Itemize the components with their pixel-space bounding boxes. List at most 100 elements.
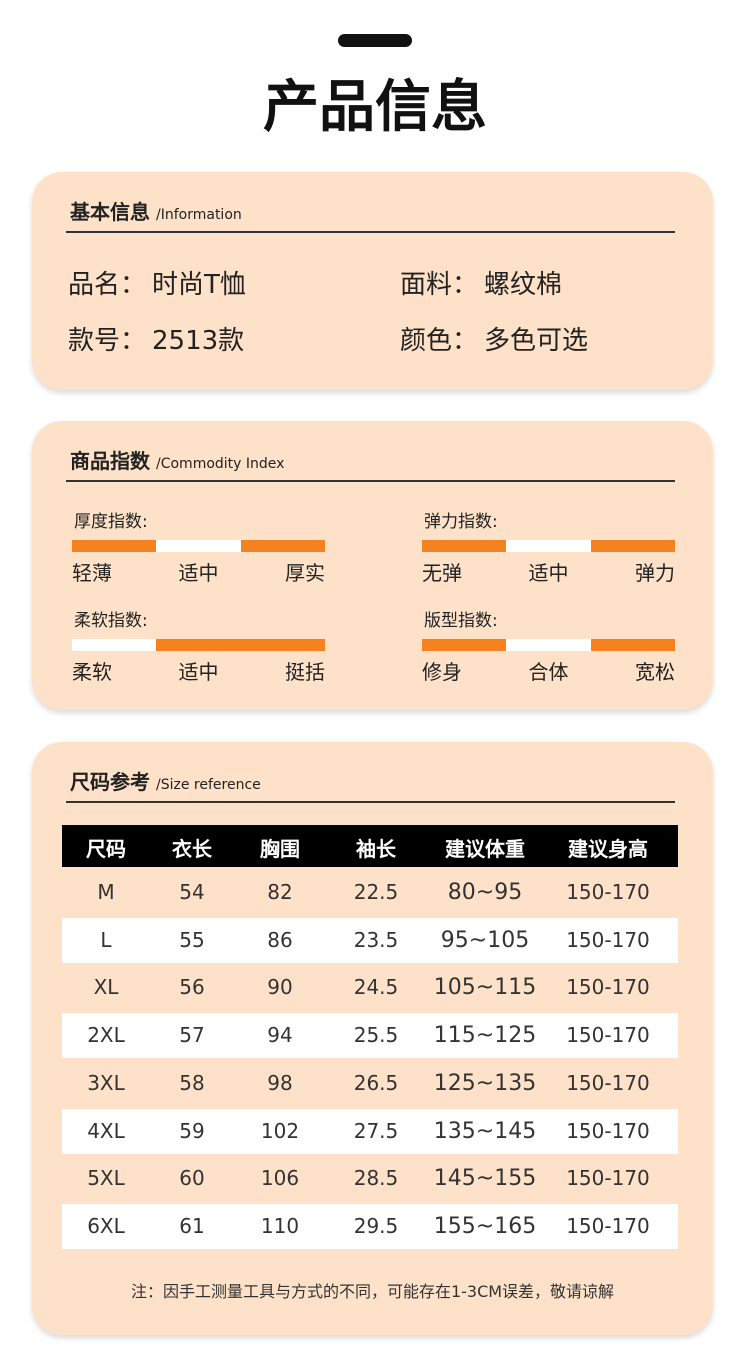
index-option: 轻薄 (72, 561, 112, 585)
section-subtitle: /Commodity Index (156, 456, 285, 472)
index-segment (156, 639, 241, 651)
table-cell: 82 (267, 880, 293, 904)
index-segment (422, 639, 507, 651)
table-cell: 150-170 (566, 1023, 650, 1048)
index-segment (72, 540, 157, 552)
table-cell: 94 (267, 1023, 293, 1048)
field-label: 款号： (68, 326, 147, 356)
page-title: 产品信息 (263, 75, 487, 140)
index-option: 适中 (528, 561, 569, 585)
index-segment (72, 639, 157, 651)
index-option: 无弹 (422, 561, 462, 585)
table-cell: 3XL (87, 1070, 125, 1095)
index-segment (240, 540, 325, 552)
section-title: 尺码参考/Size reference (70, 766, 261, 795)
table-header-cell: 建议体重 (445, 837, 525, 861)
table-cell: 80~95 (447, 880, 523, 905)
index-label: 柔软指数: (74, 611, 148, 631)
index-option: 修身 (422, 660, 462, 684)
table-cell: XL (93, 975, 119, 1000)
table-row-bg (62, 1013, 678, 1059)
table-cell: 24.5 (353, 975, 399, 1000)
index-option: 弹力 (634, 561, 675, 585)
table-cell: 25.5 (353, 1023, 399, 1048)
pill (338, 34, 412, 47)
table-cell: L (100, 927, 112, 952)
table-cell: 59 (179, 1118, 205, 1143)
table-cell: 6XL (87, 1213, 125, 1238)
section-title-text: 基本信息 (70, 200, 150, 224)
index-segment (590, 639, 675, 651)
table-row-bg (62, 1108, 678, 1154)
index-option: 挺括 (284, 660, 325, 684)
table-cell: 150-170 (566, 1166, 650, 1191)
table-cell: 150-170 (566, 880, 650, 904)
divider (66, 480, 675, 482)
table-cell: 135~145 (433, 1118, 537, 1144)
table-cell: 95~105 (440, 927, 530, 953)
table-cell: 23.5 (353, 927, 399, 952)
index-segment (240, 639, 325, 651)
index-segment (506, 540, 591, 552)
table-header-bg (62, 825, 678, 867)
table-cell: 150-170 (566, 1070, 650, 1095)
table-cell: 102 (260, 1118, 300, 1143)
field-value: 时尚T恤 (152, 270, 246, 300)
table-cell: M (97, 880, 115, 904)
table-cell: 155~165 (433, 1213, 537, 1239)
table-cell: 28.5 (353, 1166, 399, 1191)
section-subtitle: /Information (156, 207, 242, 223)
table-row-bg (62, 917, 678, 963)
index-option: 合体 (528, 660, 569, 684)
index-segment (156, 540, 241, 552)
table-cell: 22.5 (353, 880, 399, 904)
index-label: 厚度指数: (74, 512, 148, 532)
table-header-cell: 袖长 (356, 837, 396, 861)
table-cell: 27.5 (353, 1118, 399, 1143)
table-cell: 2XL (87, 1023, 125, 1048)
index-option: 适中 (178, 660, 219, 684)
table-cell: 58 (179, 1070, 205, 1095)
table-header-cell: 衣长 (172, 837, 212, 861)
table-cell: 5XL (87, 1166, 125, 1191)
table-header-cell: 胸围 (260, 837, 300, 861)
section-title-text: 商品指数 (70, 449, 150, 473)
note: 注：因手工测量工具与方式的不同，可能存在1-3CM误差，敬请谅解 (130, 1282, 615, 1301)
size-card: 尺码参考/Size reference 尺码 衣长 胸围 袖长 建议体重 建议身高 M 54 82… (32, 742, 713, 1335)
table-cell: 115~125 (433, 1023, 537, 1049)
field-label: 颜色： (400, 326, 479, 356)
table-cell: 106 (260, 1166, 300, 1191)
section-title: 商品指数/Commodity Index (70, 445, 284, 474)
index-segment (590, 540, 675, 552)
table-cell: 90 (267, 975, 293, 1000)
index-segment (422, 540, 507, 552)
index-card: 商品指数/Commodity Index 厚度指数: 轻薄 适中 厚实 弹力指数: 无弹 适中… (32, 421, 713, 710)
field-value: 螺纹棉 (484, 270, 563, 300)
table-cell: 29.5 (353, 1213, 399, 1238)
table-header-cell: 建议身高 (568, 837, 648, 861)
section-subtitle: /Size reference (156, 777, 261, 793)
table-cell: 150-170 (566, 1213, 650, 1238)
index-option: 柔软 (72, 660, 112, 684)
field-label: 面料： (400, 270, 479, 300)
table-header-cell: 尺码 (86, 837, 126, 861)
field-value: 2513款 (152, 326, 245, 356)
basic-card: 基本信息/Information 品名： 时尚T恤 面料： 螺纹棉 款号： 2513款 颜色：… (32, 172, 713, 390)
table-cell: 150-170 (566, 927, 650, 952)
divider (66, 801, 675, 803)
table-cell: 54 (179, 880, 205, 904)
table-cell: 150-170 (566, 975, 650, 1000)
table-cell: 57 (179, 1023, 205, 1048)
table-cell: 125~135 (433, 1070, 537, 1096)
table-cell: 61 (179, 1213, 205, 1238)
field-value: 多色可选 (484, 326, 589, 356)
table-cell: 105~115 (433, 975, 537, 1001)
table-cell: 150-170 (566, 1118, 650, 1143)
index-option: 厚实 (284, 561, 325, 585)
table-cell: 98 (267, 1070, 293, 1095)
section-title: 基本信息/Information (70, 196, 242, 225)
table-row-bg (62, 1203, 678, 1249)
table-cell: 145~155 (433, 1166, 537, 1192)
index-option: 宽松 (634, 660, 675, 684)
